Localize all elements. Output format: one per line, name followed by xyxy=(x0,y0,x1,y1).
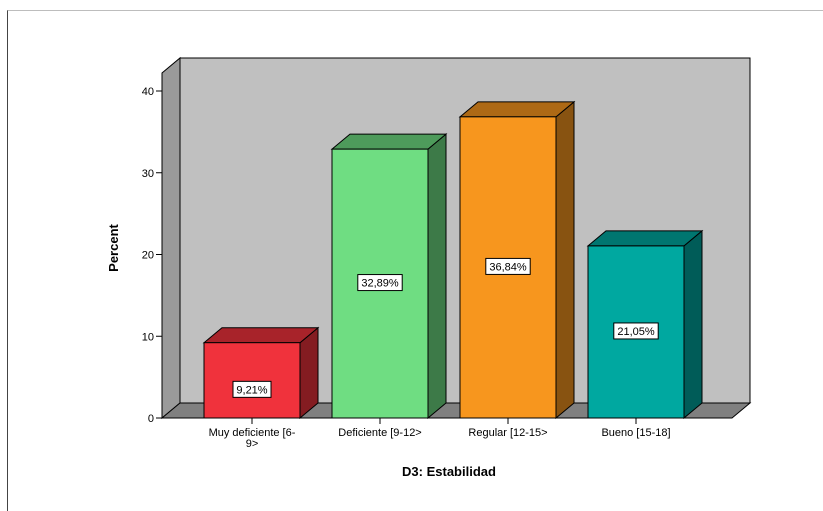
y-tick-label: 10 xyxy=(142,331,154,343)
bar-top xyxy=(330,133,448,150)
y-tick-label: 40 xyxy=(142,86,154,98)
bar: 21,05% xyxy=(586,229,704,420)
data-label-box xyxy=(357,274,403,292)
x-tick-label: Deficiente [9-12> xyxy=(338,427,421,439)
chart-border xyxy=(7,10,823,511)
data-label: 32,89% xyxy=(361,278,399,290)
data-label-box xyxy=(485,257,531,275)
bar-top xyxy=(458,101,576,118)
x-tick-label: Regular [12-15> xyxy=(468,427,547,439)
x-tick-label: Muy deficiente [6- xyxy=(209,427,296,439)
data-label-box xyxy=(613,322,659,340)
bar-side xyxy=(683,229,703,420)
bar: 32,89% xyxy=(330,133,448,420)
y-tick-label: 20 xyxy=(142,250,154,262)
y-tick-label: 30 xyxy=(142,168,154,180)
bar-front xyxy=(203,342,301,419)
x-tick-label: Bueno [15-18] xyxy=(601,427,670,439)
bar-top xyxy=(202,327,320,344)
x-axis: Muy deficiente [6-9> Deficiente [9-12> Reg… xyxy=(162,417,732,450)
y-tick-label: 0 xyxy=(148,413,154,425)
side-wall xyxy=(161,56,181,420)
bar: 36,84% xyxy=(458,100,576,420)
bar-top xyxy=(586,230,704,247)
data-label: 21,05% xyxy=(617,326,655,338)
x-tick-label: 9> xyxy=(246,438,259,450)
x-axis-title: D3: Estabilidad xyxy=(402,464,496,479)
bars: 9,21% 32,89% 36,84% 21,05% xyxy=(202,100,704,420)
data-label: 36,84% xyxy=(489,261,527,273)
bar-side xyxy=(427,133,447,420)
bar-side xyxy=(555,100,575,420)
bar: 9,21% xyxy=(202,326,320,420)
data-label-box xyxy=(232,380,272,398)
y-axis: 0 10 20 30 40 xyxy=(142,73,163,425)
y-axis-title: Percent xyxy=(106,223,121,271)
data-label: 9,21% xyxy=(236,384,267,396)
bar-side xyxy=(299,326,319,420)
